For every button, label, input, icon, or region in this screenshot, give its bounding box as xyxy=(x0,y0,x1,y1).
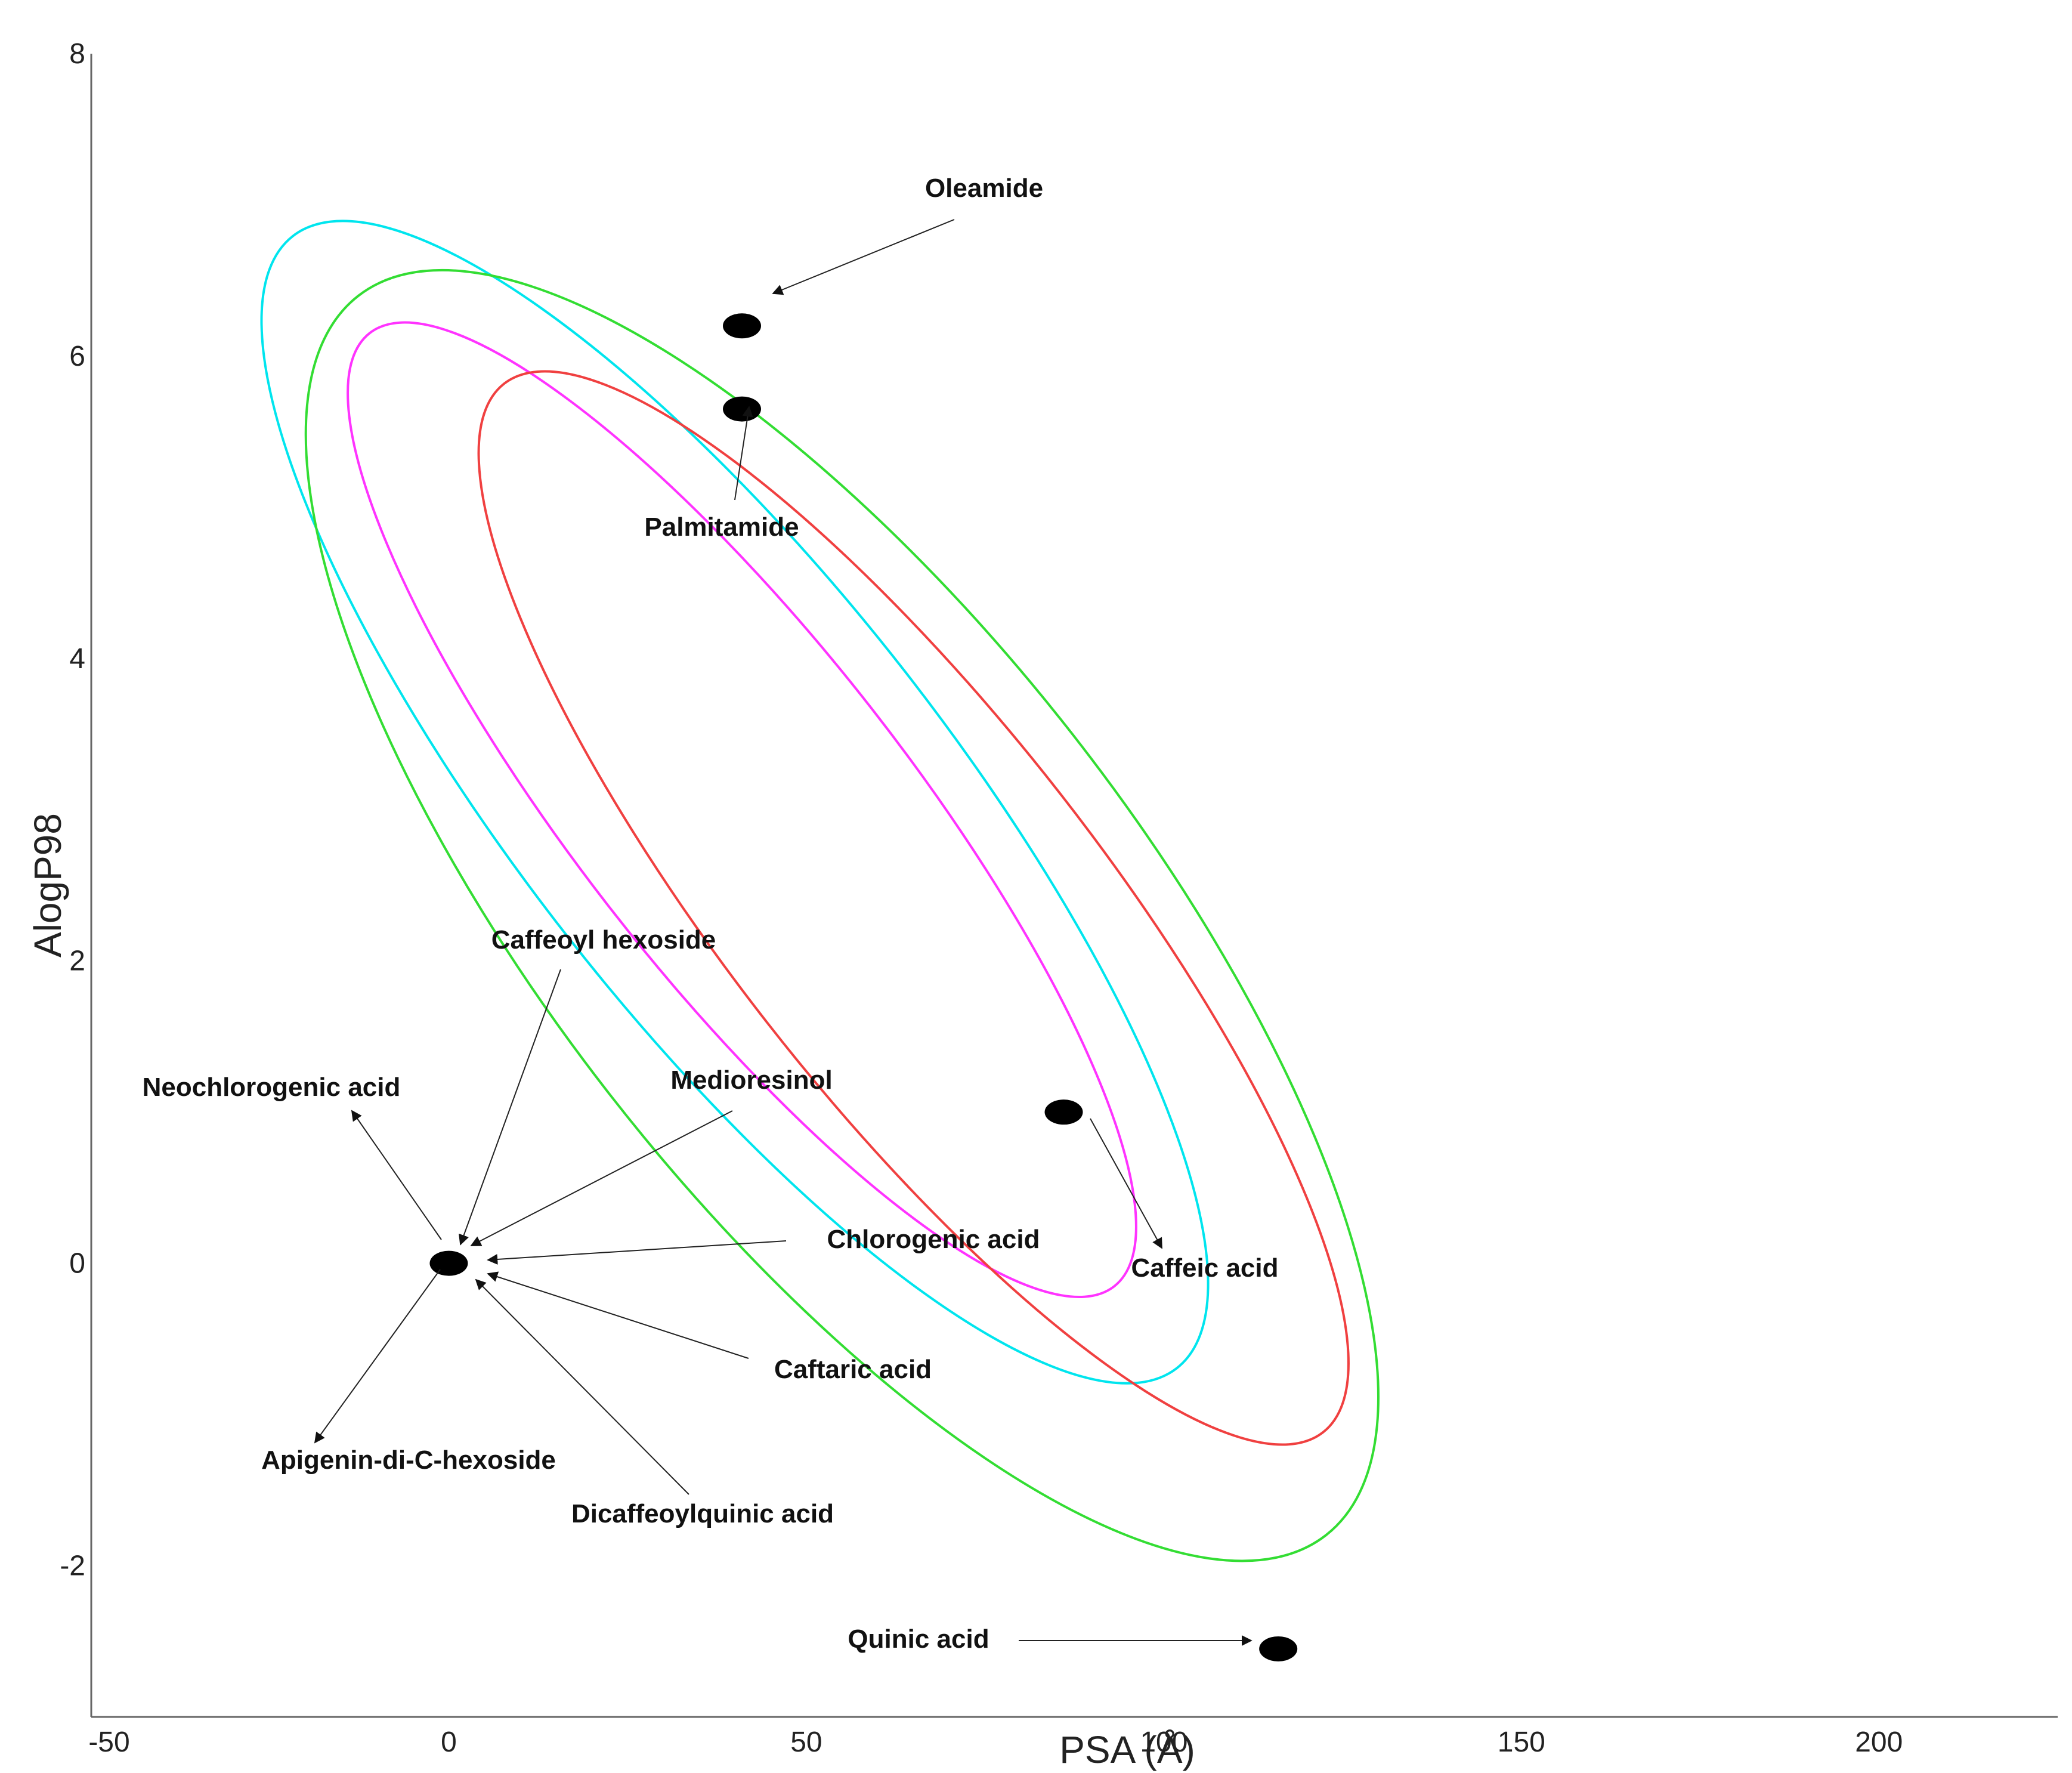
annotation-arrow xyxy=(772,219,955,295)
point-label: Dicaffeoylquinic acid xyxy=(571,1499,834,1528)
point-label: Oleamide xyxy=(925,174,1043,203)
y-tick-label: 4 xyxy=(69,643,85,675)
annotation-arrow xyxy=(734,406,753,501)
point-label: Medioresinol xyxy=(670,1065,832,1095)
y-tick-label: 0 xyxy=(69,1248,85,1280)
x-tick-label: 100 xyxy=(1140,1726,1187,1758)
point-label: Caffeoyl hexoside xyxy=(491,925,716,955)
data-points xyxy=(429,313,1298,1661)
point-label: Caftaric acid xyxy=(774,1355,932,1384)
x-tick-label: -50 xyxy=(88,1726,129,1758)
x-tick-label: 50 xyxy=(790,1726,822,1758)
annotation-arrow xyxy=(459,969,561,1246)
annotation-arrow xyxy=(1090,1118,1162,1249)
data-point xyxy=(723,396,762,422)
data-point xyxy=(429,1250,468,1276)
point-label: Palmitamide xyxy=(644,512,799,542)
y-axis-title: AlogP98 xyxy=(26,813,69,957)
point-label: Quinic acid xyxy=(848,1624,989,1654)
data-point xyxy=(1259,1636,1298,1661)
data-point xyxy=(1044,1099,1083,1125)
point-label: Caffeic acid xyxy=(1131,1253,1279,1283)
annotation-arrow xyxy=(470,1110,733,1246)
annotation-arrow xyxy=(351,1110,442,1240)
axes xyxy=(90,54,2058,1718)
confidence-ellipse-2 xyxy=(304,268,1380,1562)
annotation-arrow xyxy=(475,1278,689,1495)
confidence-ellipse-1 xyxy=(260,220,1210,1385)
y-tick-label: 8 xyxy=(69,38,85,70)
x-tick-label: 200 xyxy=(1855,1726,1903,1758)
annotation-arrow xyxy=(314,1269,441,1444)
y-tick-label: 2 xyxy=(69,946,85,977)
ellipse-layer xyxy=(260,220,1380,1562)
y-tick-label: -2 xyxy=(60,1550,85,1582)
confidence-ellipse-3 xyxy=(347,321,1137,1299)
confidence-ellipse-4 xyxy=(477,370,1350,1446)
data-point xyxy=(723,313,762,339)
point-label: Chlorogenic acid xyxy=(827,1225,1040,1254)
point-annotations: Oleamide Palmitamide Caffeic acid Quinic ac… xyxy=(143,174,1279,1654)
point-label: Apigenin-di-C-hexoside xyxy=(261,1445,556,1475)
y-tick-label: 6 xyxy=(69,341,85,372)
x-tick-label: 150 xyxy=(1498,1726,1545,1758)
x-tick-label: 0 xyxy=(441,1726,457,1758)
x-tick-labels: -50 0 50 100 150 200 xyxy=(88,1726,1903,1758)
point-label: Neochlorogenic acid xyxy=(143,1073,401,1102)
annotation-arrow xyxy=(487,1240,787,1265)
y-tick-labels: -2 0 2 4 6 8 xyxy=(60,38,85,1582)
x-axis-title: PSA (Å) xyxy=(1059,1728,1195,1771)
annotation-arrow xyxy=(487,1271,749,1359)
